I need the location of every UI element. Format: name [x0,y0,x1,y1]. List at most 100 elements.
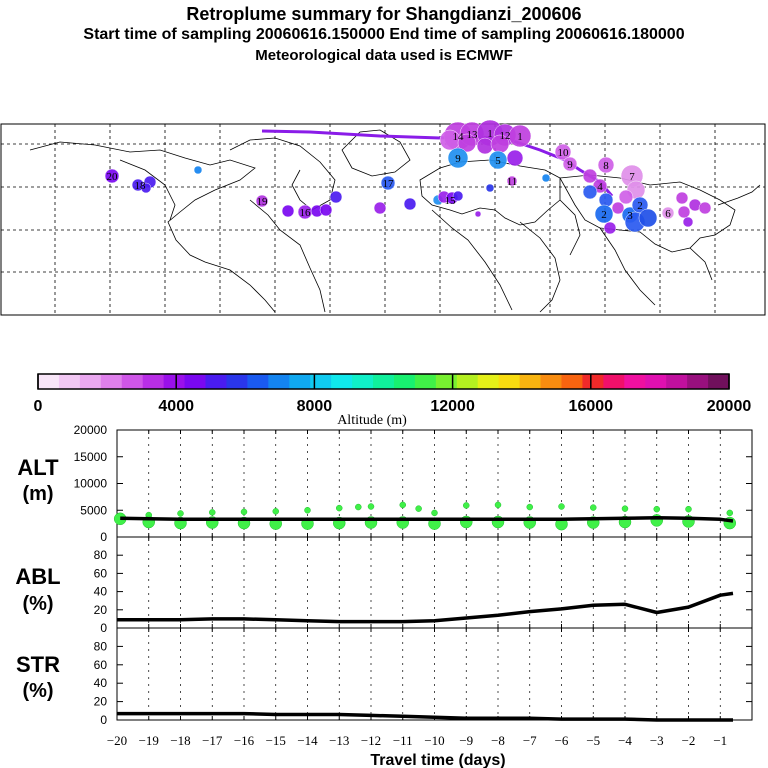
meteo-data-subtitle: Meteorological data used is ECMWF [255,47,513,64]
map-point-label: 9 [455,153,461,165]
colorbar-swatch [38,374,60,389]
map-point-label: 19 [257,196,269,208]
alt-y-tick-label: 0 [100,530,107,544]
x-tick-label: −4 [618,733,632,748]
colorbar-swatch [687,374,709,389]
map-cluster-dot [675,191,689,205]
map-cluster-dot [562,156,578,172]
alt-cluster-point [272,508,279,515]
abl-y-tick-label: 0 [100,621,107,635]
alt-cluster-point [526,503,533,511]
x-tick-label: −14 [297,733,318,748]
colorbar-swatch [393,374,416,389]
colorbar-tick-label: 4000 [158,398,194,415]
alt-cluster-point [355,503,362,511]
abl-y-tick-label: 80 [94,548,108,562]
map-cluster-dot [631,196,649,214]
alt-cluster-point [685,505,692,513]
map-cluster-dot [255,194,269,208]
colorbar-swatch [79,374,102,389]
alt-panel: 0 5000 10000 15000 20000 ALT (m) [17,423,753,544]
alt-cluster-point [558,503,565,510]
colorbar-swatch [456,374,479,389]
map-point-label: 1 [517,131,523,143]
abl-panel-unit: (%) [22,593,53,615]
map-point-label: 2 [601,209,607,221]
colorbar-swatch [121,374,144,389]
alt-y-tick-label: 20000 [74,423,108,437]
map-cluster-dot [554,143,572,161]
colorbar-tick-label: 0 [34,398,43,415]
map-cluster-dot [447,147,469,169]
abl-panel-label: ABL [15,564,60,589]
x-tick-label: −16 [234,733,255,748]
abl-y-tick-label: 20 [94,603,108,617]
x-tick-label: −2 [682,733,696,748]
map-cluster-dot [104,168,120,184]
str-y-tick-label: 0 [100,713,107,727]
alt-cluster-point [367,503,375,510]
colorbar-swatch [184,374,207,389]
x-tick-label: −15 [266,733,286,748]
colorbar-swatch [373,374,395,389]
map-point-label: 5 [495,155,501,167]
colorbar-tick-label: 16000 [569,398,614,415]
colorbar-swatch [477,374,500,389]
map-cluster-dot [485,183,495,193]
colorbar-swatch [58,374,81,389]
map-point-label: 4 [597,181,603,193]
map-cluster-dot [597,156,615,174]
colorbar-swatch [142,374,165,389]
x-tick-label: −18 [170,733,190,748]
sampling-time-subtitle: Start time of sampling 20060616.150000 E… [83,26,685,43]
colorbar-swatch [289,374,311,389]
abl-series-line [117,591,734,624]
abl-panel: 0 20 40 60 80 ABL (%) [15,536,753,635]
alt-cluster-point [336,504,343,512]
map-cluster-dot [661,206,675,220]
x-tick-label: −7 [523,733,537,748]
x-tick-label: −17 [202,733,223,748]
map-cluster-dot [541,173,551,183]
x-tick-label: −20 [107,733,127,748]
abl-y-tick-label: 40 [94,585,108,599]
colorbar-swatch [645,374,667,389]
map-point-label: 1 [487,128,493,140]
map-point-label: 7 [629,171,635,183]
x-axis-label: Travel time (days) [370,752,505,768]
map-cluster-dot [611,201,625,215]
colorbar-swatch [352,374,374,389]
x-tick-label: −6 [555,733,569,748]
x-tick-label: −9 [459,733,473,748]
colorbar-swatch [603,374,625,389]
colorbar-swatch [435,374,458,389]
colorbar-swatch [163,374,186,389]
map-cluster-dot [598,192,614,208]
alt-cluster-point [177,510,184,517]
colorbar-swatch [247,374,269,389]
map-point-label: 17 [383,178,395,190]
x-tick-label: −12 [361,733,381,748]
altitude-colorbar: 0 4000 8000 12000 16000 20000 Altitude (m) [34,373,751,428]
map-point-label: 18 [135,180,147,192]
alt-cluster-point [494,501,502,509]
colorbar-tick-label: 12000 [430,398,475,415]
map-cluster-dot [618,189,634,205]
map-cluster-dot [506,175,518,187]
map-cluster-dot [457,133,477,153]
map-point-label: 20 [107,171,119,183]
alt-panel-label: ALT [17,455,59,480]
alt-cluster-point [621,505,629,512]
str-panel: 0 20 40 60 80 STR (%) [16,627,753,727]
alt-cluster-point [399,501,406,509]
map-cluster-dot [582,184,598,200]
alt-y-tick-label: 15000 [74,450,108,464]
alt-y-tick-label: 10000 [74,477,108,491]
map-cluster-dot [698,201,712,215]
map-point-label: 15 [445,195,457,207]
colorbar-swatch [666,374,688,389]
x-tick-label: −19 [139,733,159,748]
map-point-label: 2 [637,200,643,212]
